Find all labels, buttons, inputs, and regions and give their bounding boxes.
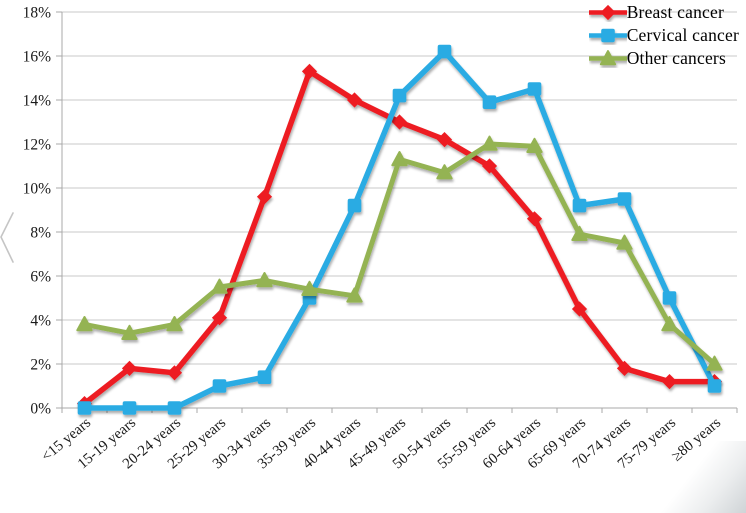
series-cervical-cancer [77,44,722,415]
data-point-marker [257,370,272,384]
data-point-marker [571,301,588,317]
data-point-marker [392,88,407,103]
legend-item-breast-cancer: Breast cancer [588,1,725,24]
data-point-marker [526,137,543,153]
legend-item-other-cancers: Other cancers [588,47,726,70]
data-point-marker [661,374,678,390]
data-point-marker [617,192,632,206]
data-point-marker [391,151,408,167]
data-point-marker [600,4,616,21]
data-point-marker [76,316,93,332]
data-point-marker [527,82,542,96]
data-point-marker [347,198,362,213]
y-axis-tick-label: 6% [30,269,51,286]
data-point-marker [707,379,722,393]
y-axis-tick-label: 16% [23,49,52,66]
data-point-marker [481,158,498,174]
y-axis-tick-label: 14% [23,93,52,110]
data-point-marker [122,401,137,415]
series-line [81,48,718,411]
data-point-marker [211,310,228,326]
legend-marker-breast-cancer [588,4,627,21]
y-axis-tick-label: 10% [23,181,52,198]
legend-marker-cervical-cancer [588,28,627,43]
data-point-marker [166,316,183,332]
data-point-marker [346,287,363,303]
left-edge-artifact [0,212,14,263]
data-point-marker [661,316,678,332]
data-point-marker [706,355,723,371]
data-point-marker [600,28,615,43]
data-point-marker [662,291,677,305]
data-point-marker [436,132,453,148]
x-axis-category-label: ≥80 years [669,415,724,465]
legend: Breast cancer Cervical cancer Other canc… [588,1,739,70]
data-point-marker [436,164,453,180]
y-axis-tick-label: 12% [23,137,52,154]
data-point-marker [571,225,588,241]
data-point-marker [616,360,633,376]
legend-label-breast-cancer: Breast cancer [626,2,725,22]
y-axis-tick-label: 0% [30,401,51,418]
data-point-marker [616,234,633,250]
data-point-marker [121,324,138,340]
y-axis-tick-label: 18% [23,5,52,22]
y-axis-tick-label: 4% [30,313,51,330]
data-point-marker [256,189,273,205]
legend-marker-other-cancers [588,50,627,66]
series-other-cancers [76,135,723,371]
y-axis-tick-label: 2% [30,357,51,374]
data-point-marker [481,135,498,151]
data-point-marker [599,50,616,66]
y-axis-tick-label: 8% [30,225,51,242]
data-point-marker [437,44,452,59]
data-point-marker [572,198,587,213]
data-point-marker [166,365,183,381]
data-point-marker [301,280,318,296]
data-point-marker [301,63,318,79]
data-point-marker [167,401,182,415]
data-point-marker [77,401,92,415]
legend-key-graphic [588,4,627,21]
data-point-marker [526,211,543,227]
data-point-marker [256,272,273,288]
legend-item-cervical-cancer: Cervical cancer [588,24,739,47]
legend-label-cervical-cancer: Cervical cancer [626,25,739,45]
data-point-marker [121,360,138,376]
legend-key-graphic [588,28,627,43]
legend-key-graphic [588,50,627,66]
data-point-marker [482,95,497,109]
data-point-marker [212,379,227,393]
data-point-marker [346,92,363,108]
data-point-marker [211,278,228,294]
series-breast-cancer [76,63,723,412]
legend-label-other-cancers: Other cancers [626,48,726,68]
data-point-marker [391,114,408,130]
